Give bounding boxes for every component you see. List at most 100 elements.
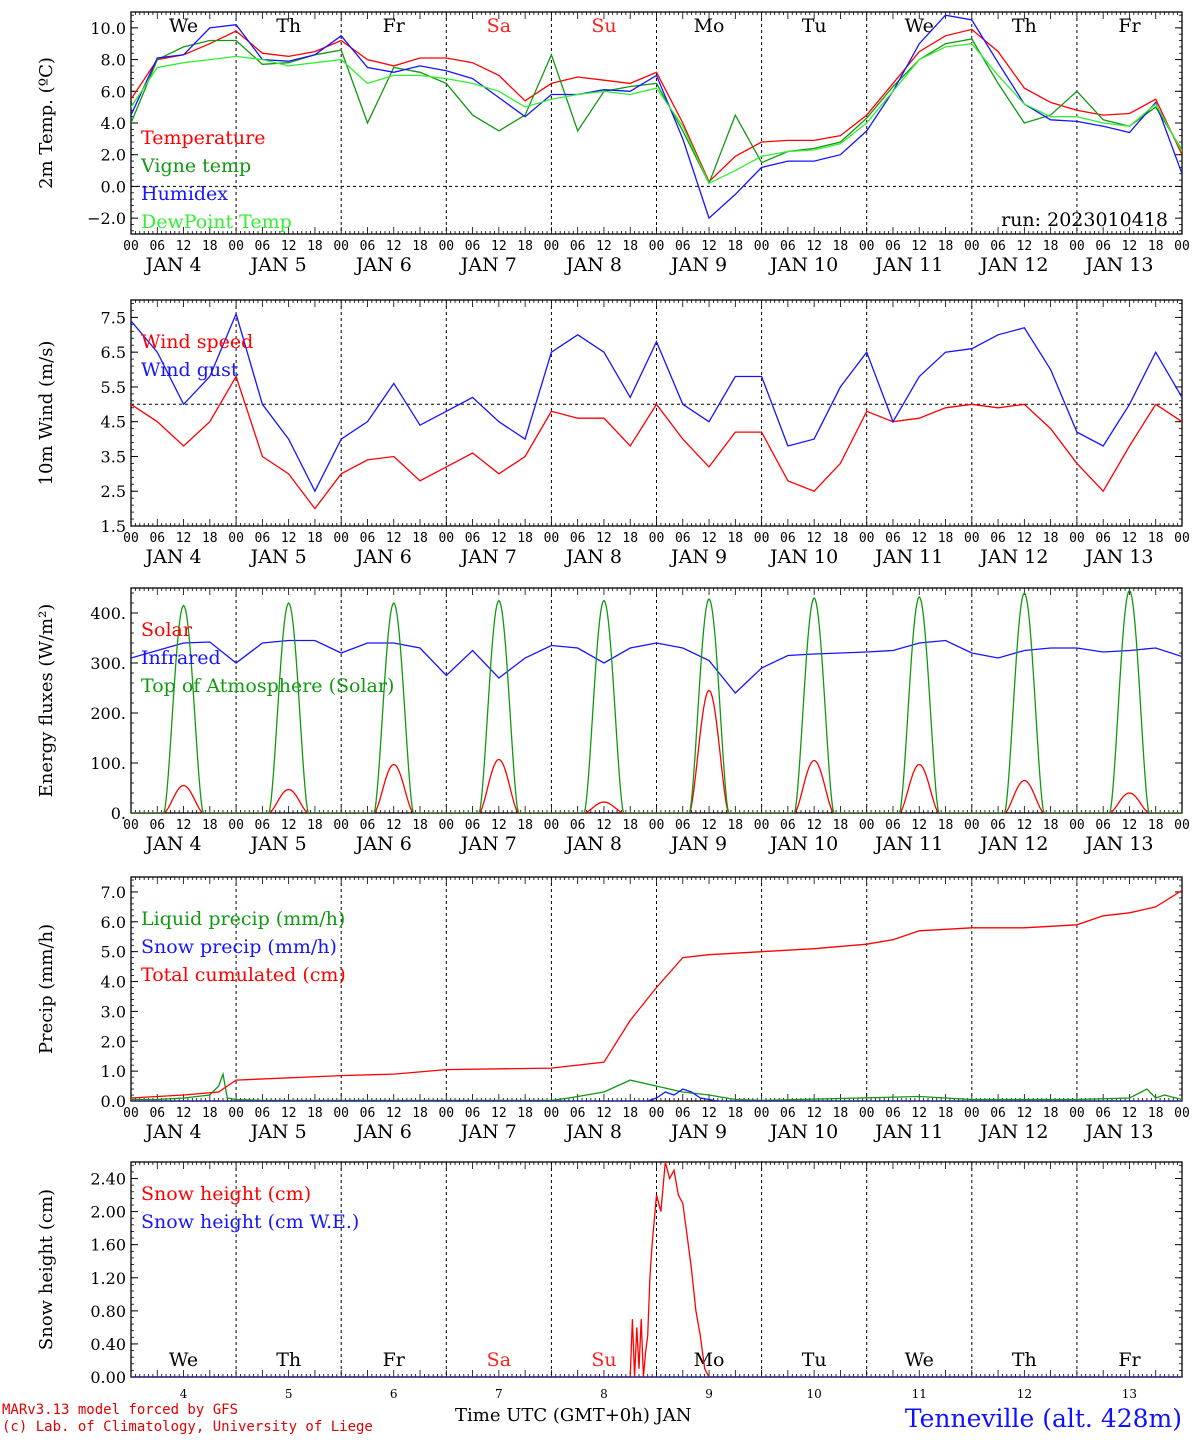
hour-label: 18 xyxy=(412,239,428,254)
hour-label: 06 xyxy=(1095,1106,1111,1121)
y-axis-label: 10m Wind (m/s) xyxy=(36,341,57,486)
date-label: JAN 13 xyxy=(1083,1121,1153,1143)
y-tick-label: 3.0 xyxy=(101,1002,126,1021)
day-number-label: 7 xyxy=(495,1387,503,1401)
hour-label: 00 xyxy=(333,239,349,254)
date-label: JAN 4 xyxy=(144,546,202,568)
hour-label: 18 xyxy=(1148,818,1164,833)
hour-label: 18 xyxy=(833,531,849,546)
hour-label: 12 xyxy=(596,1106,612,1121)
date-label: JAN 11 xyxy=(873,1121,943,1143)
hour-label: 06 xyxy=(465,239,481,254)
legend-entry: Top of Atmosphere (Solar) xyxy=(141,675,394,697)
legend-entry: Wind speed xyxy=(141,331,253,353)
hour-label: 00 xyxy=(649,1106,665,1121)
hour-label: 06 xyxy=(780,1106,796,1121)
hour-label: 06 xyxy=(990,531,1006,546)
hour-label: 00 xyxy=(964,818,980,833)
hour-label: 18 xyxy=(833,818,849,833)
day-label: Su xyxy=(591,15,616,37)
panel-snow: 0.00 0.40 0.80 1.20 1.60 2.00 2.40 Snow height … xyxy=(36,1161,1183,1401)
hour-label: 00 xyxy=(1069,239,1085,254)
hour-label: 12 xyxy=(1017,818,1033,833)
date-label: JAN 5 xyxy=(249,254,307,276)
hour-label: 00 xyxy=(859,1106,875,1121)
series-line-wind-gust xyxy=(131,311,1182,493)
y-tick-label: 2.40 xyxy=(90,1170,126,1189)
y-tick-label: 1.20 xyxy=(90,1269,126,1288)
day-label: Fr xyxy=(1118,1349,1141,1371)
legend-entry: Snow height (cm W.E.) xyxy=(141,1211,359,1233)
footer-credits: MARv3.13 model forced by GFS (c) Lab. of… xyxy=(2,1402,373,1436)
hour-label: 06 xyxy=(570,1106,586,1121)
series-line-temperature xyxy=(131,28,1182,183)
date-label: JAN 13 xyxy=(1083,546,1153,568)
legend-entry: Infrared xyxy=(141,647,221,669)
hour-label: 00 xyxy=(544,818,560,833)
hour-label: 18 xyxy=(833,1106,849,1121)
hour-label: 00 xyxy=(544,531,560,546)
series-group xyxy=(131,889,1182,1101)
hour-label: 06 xyxy=(780,239,796,254)
hour-label: 06 xyxy=(675,531,691,546)
day-number-label: 10 xyxy=(807,1387,822,1401)
panel-precip: 0.0 1.0 2.0 3.0 4.0 5.0 6.0 7.0 Precip (mm/h) 00 0… xyxy=(36,876,1190,1143)
hour-label: 06 xyxy=(465,531,481,546)
hour-label: 00 xyxy=(123,818,139,833)
day-label: Tu xyxy=(802,1349,827,1371)
series-line-snow-precip-mm-h- xyxy=(131,1088,1182,1101)
y-tick-label: 2.5 xyxy=(101,482,126,501)
hour-label: 06 xyxy=(990,239,1006,254)
series-line-solar xyxy=(131,689,1182,813)
hour-label: 12 xyxy=(281,818,297,833)
hour-label: 00 xyxy=(438,1106,454,1121)
hour-label: 18 xyxy=(938,531,954,546)
hour-label: 12 xyxy=(281,531,297,546)
hour-label: 06 xyxy=(885,818,901,833)
series-line-infrared xyxy=(131,639,1182,694)
hour-label: 18 xyxy=(412,1106,428,1121)
day-label: Sa xyxy=(487,1349,511,1371)
panel-energy: 0. 100. 200. 300. 400. Energy fluxes (W/m²) 00… xyxy=(36,587,1190,855)
hour-label: 00 xyxy=(964,239,980,254)
hour-label: 12 xyxy=(491,239,507,254)
day-number-label: 13 xyxy=(1122,1387,1137,1401)
run-annotation: run: 2023010418 xyxy=(1001,209,1168,231)
series-line-total-cumulated-cm- xyxy=(131,889,1182,1099)
day-number-label: 11 xyxy=(912,1387,927,1401)
hour-label: 18 xyxy=(727,531,743,546)
hour-label: 18 xyxy=(833,239,849,254)
hour-label: 00 xyxy=(754,1106,770,1121)
day-label: Th xyxy=(1012,15,1037,37)
hour-label: 06 xyxy=(675,1106,691,1121)
hour-label: 00 xyxy=(333,531,349,546)
day-label: Fr xyxy=(383,15,406,37)
hour-label: 00 xyxy=(859,239,875,254)
hour-label: 06 xyxy=(465,818,481,833)
y-tick-label: 7.5 xyxy=(101,308,126,327)
hour-label: 06 xyxy=(1095,239,1111,254)
y-axis-label: 2m Temp. (ºC) xyxy=(36,57,57,189)
hour-label: 12 xyxy=(491,818,507,833)
date-label: JAN 5 xyxy=(249,1121,307,1143)
hour-label: 18 xyxy=(412,818,428,833)
hour-label: 06 xyxy=(465,1106,481,1121)
day-label: We xyxy=(905,1349,934,1371)
legend-entry: Vigne temp xyxy=(140,155,251,177)
hour-label: 18 xyxy=(307,531,323,546)
hour-label: 18 xyxy=(938,239,954,254)
date-label: JAN 7 xyxy=(459,1121,517,1143)
hour-label: 00 xyxy=(123,239,139,254)
hour-label: 12 xyxy=(386,1106,402,1121)
series-group xyxy=(131,311,1182,510)
y-tick-label: 2.00 xyxy=(90,1203,126,1222)
y-tick-label: −2.0 xyxy=(87,209,126,228)
hour-label: 00 xyxy=(123,1106,139,1121)
hour-label: 12 xyxy=(806,1106,822,1121)
model-credit: MARv3.13 model forced by GFS xyxy=(2,1402,239,1418)
x-axis-title: Time UTC (GMT+0h) JAN xyxy=(455,1405,692,1426)
hour-label: 12 xyxy=(1122,1106,1138,1121)
hour-label: 00 xyxy=(964,1106,980,1121)
date-label: JAN 12 xyxy=(978,546,1048,568)
